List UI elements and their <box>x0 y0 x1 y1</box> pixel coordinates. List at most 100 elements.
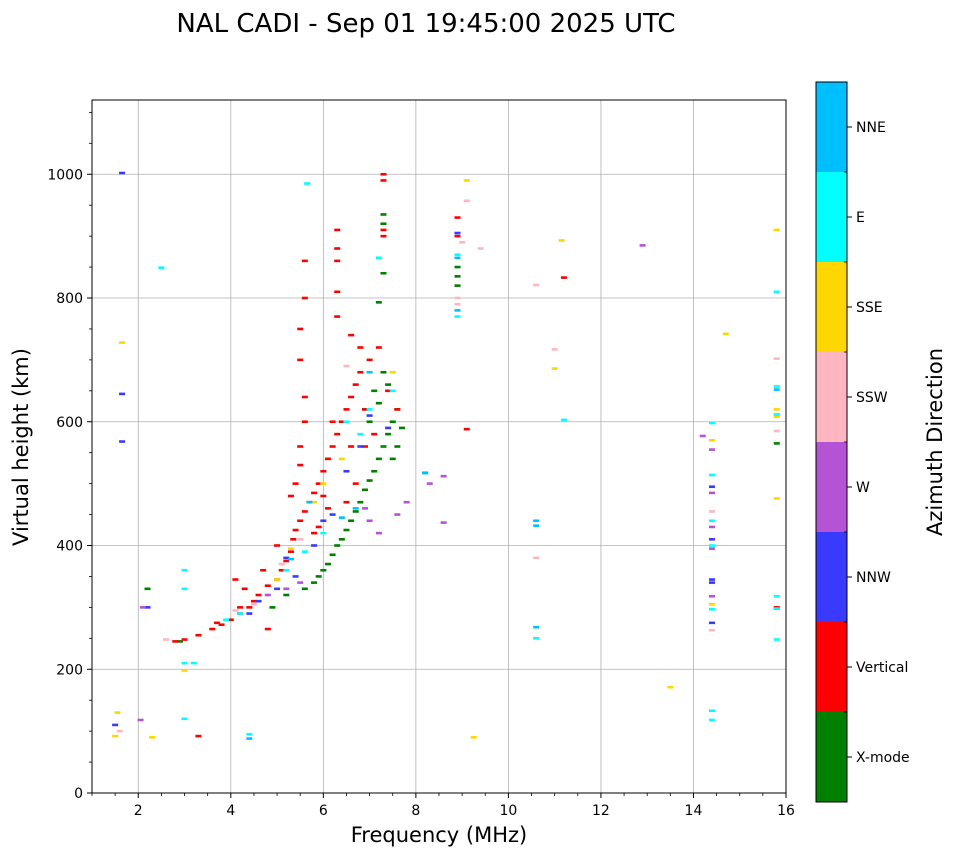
colorbar-tick-label: SSW <box>856 390 888 406</box>
echo-point-vertical <box>290 538 297 541</box>
echo-point-e <box>708 473 715 477</box>
echo-point-e <box>357 432 364 436</box>
echo-point-sse <box>463 179 470 182</box>
echo-point-e <box>181 587 188 591</box>
echo-point-vertical <box>334 259 341 263</box>
echo-point-vertical <box>250 599 257 603</box>
echo-point-w <box>708 594 715 598</box>
echo-point-ssw <box>459 241 466 244</box>
echo-point-vertical <box>560 276 567 279</box>
echo-point-sse <box>338 457 345 461</box>
echo-point-sse <box>708 602 715 606</box>
echo-point-vertical <box>292 528 299 532</box>
colorbar-tick-label: X-mode <box>856 750 910 766</box>
echo-point-nnw <box>119 171 126 175</box>
echo-point-vertical <box>315 525 322 529</box>
echo-point-xmode <box>283 593 290 597</box>
x-axis-label: Frequency (MHz) <box>351 823 527 847</box>
echo-point-vertical <box>218 623 225 626</box>
echo-point-vertical <box>371 432 378 436</box>
echo-point-vertical <box>260 568 267 572</box>
echo-point-vertical <box>357 346 364 349</box>
colorbar-segment <box>816 622 847 712</box>
colorbar-frame <box>815 81 848 803</box>
echo-point-sse <box>722 332 729 336</box>
echo-point-vertical <box>213 621 220 625</box>
echo-point-nne <box>773 388 780 391</box>
echo-point-vertical <box>287 550 294 553</box>
echo-point-xmode <box>371 469 378 473</box>
echo-point-sse <box>558 239 565 242</box>
echo-point-nne <box>533 524 540 527</box>
echo-point-vertical <box>357 370 364 374</box>
echo-point-vertical <box>301 420 308 424</box>
echo-point-e <box>560 418 567 422</box>
colorbar-tick-label: E <box>856 210 865 226</box>
echo-point-vertical <box>348 445 355 448</box>
echo-point-e <box>301 550 308 553</box>
echo-point-w <box>440 474 447 478</box>
echo-point-vertical <box>241 587 248 591</box>
echo-point-ssw <box>708 510 715 513</box>
echo-point-vertical <box>385 389 392 393</box>
echo-point-vertical <box>311 531 318 535</box>
echo-point-vertical <box>334 228 341 232</box>
echo-point-vertical <box>297 445 304 448</box>
echo-point-nnw <box>385 426 392 430</box>
echo-point-nne <box>533 519 540 523</box>
echo-point-vertical <box>324 457 331 461</box>
echo-point-nnw <box>144 606 151 609</box>
echo-point-nnw <box>708 581 715 584</box>
echo-point-xmode <box>398 426 405 430</box>
x-tick-label: 8 <box>411 803 420 819</box>
echo-point-ssw <box>551 348 558 351</box>
echo-point-vertical <box>195 734 202 738</box>
echo-point-vertical <box>246 606 253 609</box>
echo-point-nnw <box>274 587 281 591</box>
echo-point-xmode <box>380 213 387 216</box>
colorbar-tick-label: NNE <box>856 120 886 136</box>
colorbar-segment <box>816 712 847 802</box>
echo-point-e <box>773 290 780 294</box>
echo-point-xmode <box>269 606 276 609</box>
echo-point-nnw <box>311 544 318 547</box>
echo-point-nnw <box>112 723 119 727</box>
echo-point-xmode <box>357 500 364 504</box>
echo-point-e <box>246 732 253 736</box>
echo-point-xmode <box>311 581 318 584</box>
echo-point-vertical <box>380 228 387 232</box>
echo-point-w <box>375 531 382 535</box>
echo-point-vertical <box>209 627 216 631</box>
echo-point-w <box>394 513 401 516</box>
echo-point-xmode <box>348 519 355 523</box>
echo-point-e <box>773 607 780 610</box>
echo-point-w <box>403 500 410 504</box>
echo-point-w <box>708 491 715 495</box>
y-tick-label: 600 <box>56 415 83 431</box>
echo-point-ssw <box>232 609 239 612</box>
colorbar-segment <box>816 352 847 442</box>
echo-point-w <box>699 434 706 438</box>
echo-point-vertical <box>264 584 271 588</box>
echo-point-e <box>708 607 715 611</box>
echo-point-sse <box>667 685 674 689</box>
echo-point-e <box>304 182 311 185</box>
echo-point-sse <box>114 711 121 714</box>
echo-point-vertical <box>297 358 304 362</box>
echo-point-vertical <box>237 606 244 609</box>
echo-point-ssw <box>463 199 470 203</box>
chart-title: NAL CADI - Sep 01 19:45:00 2025 UTC <box>176 9 675 39</box>
echo-point-e <box>158 266 165 269</box>
echo-point-xmode <box>366 479 373 482</box>
echo-point-vertical <box>334 247 341 250</box>
echo-point-nnw <box>357 445 364 448</box>
echo-point-vertical <box>255 593 262 597</box>
echo-point-vertical <box>463 427 470 431</box>
echo-point-e <box>181 568 188 572</box>
x-tick-label: 4 <box>226 803 235 819</box>
echo-point-xmode <box>338 538 345 541</box>
echo-point-sse <box>389 370 396 374</box>
echo-point-sse <box>287 547 294 550</box>
echo-point-xmode <box>389 457 396 461</box>
echo-point-nne <box>352 507 359 510</box>
